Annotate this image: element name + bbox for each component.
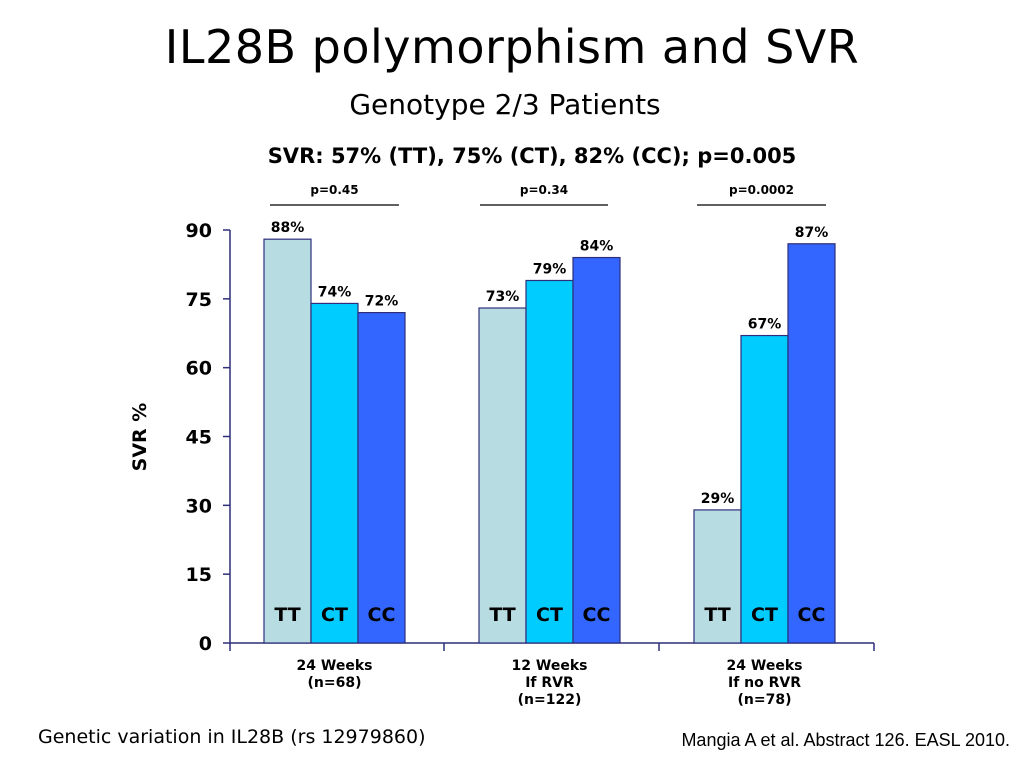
y-tick-label: 75: [186, 289, 212, 311]
x-category-label: (n=122): [518, 692, 582, 708]
bar-tt: [263, 238, 312, 644]
x-category-label: (n=68): [308, 675, 362, 691]
bar-genotype-label: TT: [489, 604, 515, 626]
slide-subtitle: Genotype 2/3 Patients: [349, 88, 661, 121]
bar-cc: [572, 256, 621, 644]
bar-tt: [693, 509, 742, 644]
bar-genotype-label: CC: [798, 604, 826, 626]
bar-value-label: 67%: [748, 317, 782, 333]
bar-value-label: 74%: [318, 284, 352, 300]
bar-value-label: 72%: [365, 294, 399, 310]
slide-title: IL28B polymorphism and SVR: [164, 20, 860, 74]
x-category-label: (n=78): [738, 692, 792, 708]
bar-ct: [740, 334, 789, 644]
bar-value-label: 84%: [580, 239, 614, 255]
bar-value-label: 88%: [271, 220, 305, 236]
p-value-label: p=0.45: [310, 183, 358, 197]
bar-value-label: 87%: [795, 225, 829, 241]
bar-genotype-label: CT: [751, 604, 778, 626]
bar-cc: [787, 243, 836, 644]
p-value-label: p=0.0002: [729, 183, 794, 197]
bar-genotype-label: TT: [274, 604, 300, 626]
x-category-label: 24 Weeks: [297, 658, 373, 674]
y-tick-label: 15: [186, 564, 212, 586]
bar-genotype-label: CC: [368, 604, 396, 626]
y-tick-label: 0: [199, 633, 212, 655]
y-tick-label: 30: [186, 495, 212, 517]
svr-summary-headline: SVR: 57% (TT), 75% (CT), 82% (CC); p=0.0…: [267, 144, 797, 168]
bar-genotype-label: TT: [704, 604, 730, 626]
x-category-label: 12 Weeks: [512, 658, 588, 674]
bar-genotype-label: CC: [583, 604, 611, 626]
y-tick-label: 45: [186, 427, 212, 449]
y-tick-label: 60: [186, 358, 212, 380]
citation: Mangia A et al. Abstract 126. EASL 2010.: [681, 730, 1010, 750]
bar-ct: [310, 302, 359, 644]
x-category-label: If RVR: [525, 675, 574, 691]
p-value-label: p=0.34: [520, 183, 568, 197]
bar-genotype-label: CT: [536, 604, 563, 626]
x-category-label: If no RVR: [728, 675, 801, 691]
bar-tt: [478, 307, 527, 644]
footnote-genetic-variation: Genetic variation in IL28B (rs 12979860): [38, 726, 426, 748]
bar-value-label: 29%: [701, 491, 735, 507]
bar-genotype-label: CT: [321, 604, 348, 626]
bar-value-label: 73%: [486, 289, 520, 305]
bar-ct: [525, 279, 574, 644]
y-tick-label: 90: [186, 220, 212, 242]
x-category-label: 24 Weeks: [727, 658, 803, 674]
bar-value-label: 79%: [533, 261, 567, 277]
bar-cc: [357, 312, 406, 644]
y-axis-title: SVR %: [129, 403, 151, 472]
